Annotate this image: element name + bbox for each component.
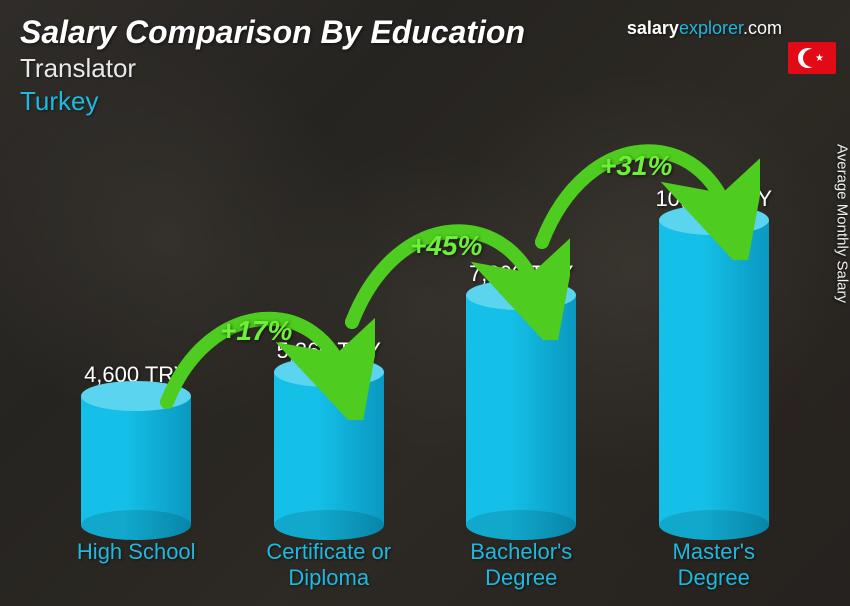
bar-label: Bachelor'sDegree (426, 539, 616, 590)
brand-logo: salaryexplorer.com (627, 18, 782, 39)
brand-part2: explorer (679, 18, 743, 38)
brand-part3: .com (743, 18, 782, 38)
bar-bottom (81, 510, 191, 540)
country-flag-icon: ★ (788, 42, 836, 74)
y-axis-label: Average Monthly Salary (834, 144, 850, 303)
chart-subtitle: Translator (20, 53, 830, 84)
bar-chart: 4,600 TRY5,360 TRY7,800 TRY10,200 TRY Hi… (40, 100, 810, 590)
bar-bottom (466, 510, 576, 540)
bar-label: Certificate orDiploma (234, 539, 424, 590)
brand-part1: salary (627, 18, 679, 38)
bar-3d (659, 220, 769, 540)
increase-percent: +17% (220, 315, 292, 347)
increase-percent: +31% (600, 150, 672, 182)
bar-label: Master'sDegree (619, 539, 809, 590)
bar-bottom (274, 510, 384, 540)
bar-body (659, 220, 769, 540)
bar-label: High School (41, 539, 231, 590)
bar-bottom (659, 510, 769, 540)
increase-percent: +45% (410, 230, 482, 262)
content-root: Salary Comparison By Education Translato… (0, 0, 850, 606)
labels-container: High SchoolCertificate orDiplomaBachelor… (40, 539, 810, 590)
